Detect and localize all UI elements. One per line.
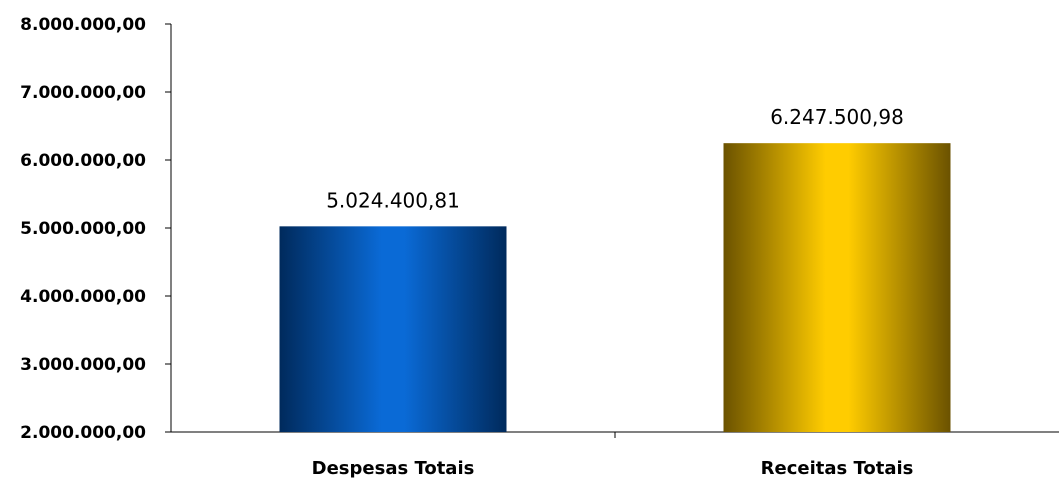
y-tick-label: 2.000.000,00 xyxy=(20,423,146,443)
y-tick-label: 8.000.000,00 xyxy=(20,15,146,35)
y-tick-label: 4.000.000,00 xyxy=(20,287,146,307)
bar-despesas-totais xyxy=(279,226,507,432)
bar-receitas-totais xyxy=(723,143,951,433)
y-tick-label: 3.000.000,00 xyxy=(20,355,146,375)
y-tick-label: 7.000.000,00 xyxy=(20,83,146,103)
y-tick-label: 6.000.000,00 xyxy=(20,151,146,171)
bar-value-label: 6.247.500,98 xyxy=(770,105,904,129)
bar-value-label: 5.024.400,81 xyxy=(326,188,460,212)
x-category-label: Receitas Totais xyxy=(761,458,914,479)
y-tick-label: 5.000.000,00 xyxy=(20,219,146,239)
x-category-label: Despesas Totais xyxy=(312,458,475,479)
